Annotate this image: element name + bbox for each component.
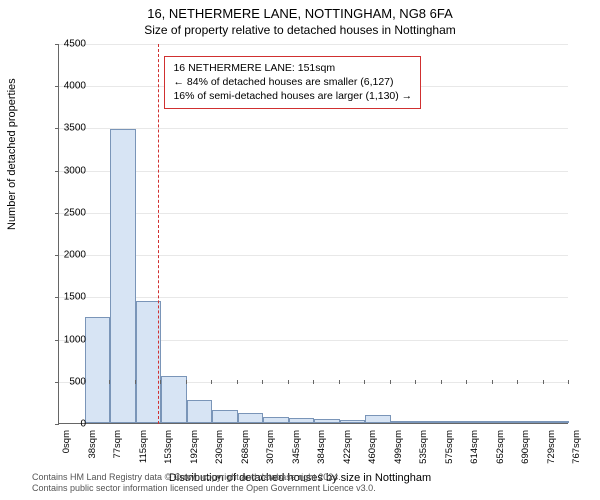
- x-tick-mark: [109, 380, 110, 384]
- x-tick-label: 460sqm: [367, 430, 378, 464]
- info-line-1: 16 NETHERMERE LANE: 151sqm: [173, 61, 412, 75]
- histogram-bar: [110, 129, 136, 423]
- x-tick-mark: [237, 380, 238, 384]
- x-tick-label: 384sqm: [316, 430, 327, 464]
- histogram-bar: [416, 421, 442, 423]
- y-tick-label: 4500: [46, 39, 86, 50]
- histogram-bar: [365, 415, 391, 423]
- x-tick-mark: [262, 380, 263, 384]
- page-title: 16, NETHERMERE LANE, NOTTINGHAM, NG8 6FA: [0, 6, 600, 21]
- x-tick-label: 614sqm: [469, 430, 480, 464]
- y-tick-label: 1000: [46, 334, 86, 345]
- y-tick-label: 2000: [46, 250, 86, 261]
- x-tick-mark: [415, 380, 416, 384]
- info-line-2: ← 84% of detached houses are smaller (6,…: [173, 75, 412, 89]
- y-tick-label: 3500: [46, 123, 86, 134]
- histogram-bar: [518, 421, 544, 423]
- x-tick-mark: [390, 380, 391, 384]
- histogram-bar: [391, 421, 417, 423]
- footer-line-1: Contains HM Land Registry data © Crown c…: [32, 472, 376, 483]
- x-tick-label: 535sqm: [418, 430, 429, 464]
- x-tick-mark: [313, 380, 314, 384]
- x-tick-mark: [466, 380, 467, 384]
- x-tick-mark: [441, 380, 442, 384]
- page-subtitle: Size of property relative to detached ho…: [0, 23, 600, 37]
- x-tick-mark: [186, 380, 187, 384]
- property-marker-line: [158, 44, 159, 424]
- histogram-bar: [161, 376, 187, 423]
- histogram-chart: 16 NETHERMERE LANE: 151sqm ← 84% of deta…: [58, 44, 568, 424]
- x-tick-label: 77sqm: [112, 430, 123, 459]
- x-tick-label: 767sqm: [571, 430, 582, 464]
- x-tick-mark: [543, 380, 544, 384]
- x-tick-mark: [492, 380, 493, 384]
- histogram-bar: [544, 421, 570, 423]
- histogram-bar: [85, 317, 111, 423]
- y-tick-label: 1500: [46, 292, 86, 303]
- x-tick-label: 499sqm: [393, 430, 404, 464]
- x-tick-label: 652sqm: [495, 430, 506, 464]
- histogram-bar: [442, 421, 468, 423]
- x-tick-label: 192sqm: [189, 430, 200, 464]
- histogram-bar: [263, 417, 289, 423]
- x-tick-mark: [211, 380, 212, 384]
- x-tick-mark: [160, 380, 161, 384]
- x-tick-mark: [339, 380, 340, 384]
- info-line-3: 16% of semi-detached houses are larger (…: [173, 89, 412, 103]
- x-tick-label: 422sqm: [342, 430, 353, 464]
- gridline: [59, 44, 568, 45]
- x-tick-label: 38sqm: [87, 430, 98, 459]
- footer-attribution: Contains HM Land Registry data © Crown c…: [32, 472, 376, 495]
- histogram-bar: [289, 418, 315, 423]
- y-tick-label: 3000: [46, 165, 86, 176]
- x-tick-mark: [84, 380, 85, 384]
- x-tick-mark: [288, 380, 289, 384]
- x-tick-label: 307sqm: [265, 430, 276, 464]
- histogram-bar: [467, 421, 493, 423]
- histogram-bar: [493, 421, 519, 423]
- y-tick-label: 500: [46, 376, 86, 387]
- x-tick-label: 0sqm: [61, 430, 72, 453]
- histogram-bar: [314, 419, 340, 423]
- x-tick-label: 729sqm: [546, 430, 557, 464]
- histogram-bar: [340, 420, 366, 423]
- x-tick-label: 575sqm: [444, 430, 455, 464]
- x-tick-label: 115sqm: [138, 430, 149, 463]
- histogram-bar: [187, 400, 213, 423]
- x-tick-label: 230sqm: [214, 430, 225, 464]
- histogram-bar: [212, 410, 238, 424]
- x-tick-mark: [58, 380, 59, 384]
- y-tick-label: 2500: [46, 207, 86, 218]
- footer-line-2: Contains public sector information licen…: [32, 483, 376, 494]
- x-tick-mark: [568, 380, 569, 384]
- y-axis-title: Number of detached properties: [6, 78, 18, 230]
- x-tick-label: 153sqm: [163, 430, 174, 464]
- y-tick-label: 0: [46, 419, 86, 430]
- histogram-bar: [136, 301, 162, 423]
- histogram-bar: [238, 413, 264, 423]
- x-tick-label: 268sqm: [240, 430, 251, 464]
- x-tick-mark: [135, 380, 136, 384]
- x-tick-mark: [517, 380, 518, 384]
- property-info-box: 16 NETHERMERE LANE: 151sqm ← 84% of deta…: [164, 56, 421, 109]
- x-tick-label: 690sqm: [520, 430, 531, 464]
- x-tick-mark: [364, 380, 365, 384]
- x-tick-label: 345sqm: [291, 430, 302, 464]
- y-tick-label: 4000: [46, 81, 86, 92]
